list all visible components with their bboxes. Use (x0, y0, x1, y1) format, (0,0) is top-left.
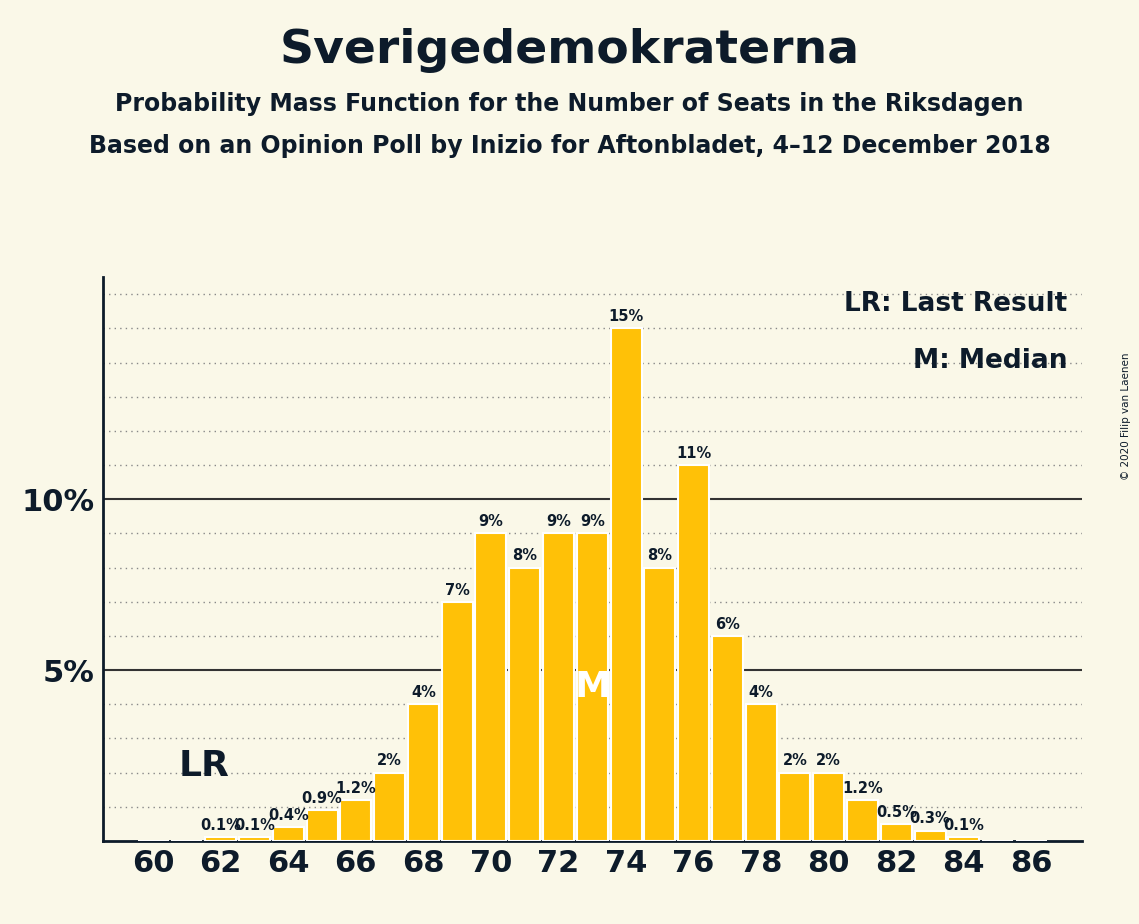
Bar (475, 533, 507, 841)
Text: M: M (574, 670, 611, 704)
Text: 15%: 15% (608, 310, 644, 324)
Text: 2%: 2% (817, 753, 842, 769)
Text: 4%: 4% (411, 685, 436, 700)
Text: 0.1%: 0.1% (235, 819, 274, 833)
Text: 8%: 8% (647, 549, 672, 564)
Bar (509, 567, 540, 841)
Bar (272, 827, 304, 841)
Bar (341, 800, 371, 841)
Bar (847, 800, 878, 841)
Bar (949, 837, 980, 841)
Text: 4%: 4% (748, 685, 773, 700)
Bar (576, 533, 608, 841)
Bar (779, 772, 811, 841)
Text: 1.2%: 1.2% (336, 781, 376, 796)
Bar (813, 772, 844, 841)
Text: 9%: 9% (546, 515, 571, 529)
Text: 9%: 9% (478, 515, 503, 529)
Bar (442, 602, 473, 841)
Text: Probability Mass Function for the Number of Seats in the Riksdagen: Probability Mass Function for the Number… (115, 92, 1024, 116)
Text: 11%: 11% (675, 446, 711, 461)
Bar (645, 567, 675, 841)
Bar (374, 772, 405, 841)
Text: 9%: 9% (580, 515, 605, 529)
Text: 0.1%: 0.1% (200, 819, 241, 833)
Bar (611, 328, 641, 841)
Text: 0.9%: 0.9% (302, 791, 343, 806)
Text: Sverigedemokraterna: Sverigedemokraterna (279, 28, 860, 73)
Text: 6%: 6% (715, 617, 740, 632)
Text: Based on an Opinion Poll by Inizio for Aftonbladet, 4–12 December 2018: Based on an Opinion Poll by Inizio for A… (89, 134, 1050, 158)
Bar (239, 837, 270, 841)
Bar (408, 704, 439, 841)
Text: 2%: 2% (782, 753, 808, 769)
Text: LR: LR (179, 748, 229, 783)
Text: 0.5%: 0.5% (876, 805, 917, 820)
Bar (306, 810, 337, 841)
Bar (915, 831, 945, 841)
Bar (205, 837, 236, 841)
Text: © 2020 Filip van Laenen: © 2020 Filip van Laenen (1121, 352, 1131, 480)
Bar (880, 824, 912, 841)
Text: 7%: 7% (444, 583, 469, 598)
Text: 0.3%: 0.3% (910, 811, 950, 826)
Text: 0.4%: 0.4% (268, 808, 309, 823)
Text: M: Median: M: Median (912, 347, 1067, 373)
Text: 1.2%: 1.2% (842, 781, 883, 796)
Text: 8%: 8% (513, 549, 538, 564)
Text: LR: Last Result: LR: Last Result (844, 291, 1067, 317)
Bar (712, 636, 743, 841)
Bar (746, 704, 777, 841)
Text: 2%: 2% (377, 753, 402, 769)
Bar (543, 533, 574, 841)
Bar (678, 465, 710, 841)
Text: 0.1%: 0.1% (943, 819, 984, 833)
